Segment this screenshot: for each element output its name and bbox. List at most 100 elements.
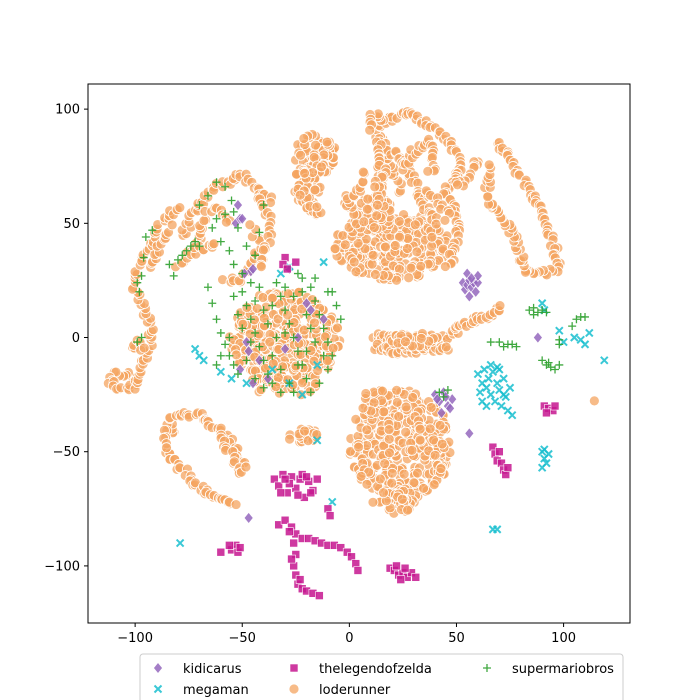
- data-point-megaman: [486, 360, 495, 370]
- data-point-supermariobros: [319, 324, 328, 333]
- data-point-megaman: [544, 449, 553, 459]
- data-point-megaman: [537, 463, 547, 472]
- data-point-loderunner: [348, 256, 360, 268]
- data-point-thelegendofzelda: [550, 401, 560, 411]
- data-point-loderunner: [277, 361, 289, 373]
- x-tick-label: −50: [229, 631, 256, 646]
- data-point-megaman: [480, 365, 489, 374]
- data-point-loderunner: [230, 499, 242, 510]
- data-point-supermariobros: [435, 388, 444, 397]
- data-point-supermariobros: [268, 379, 277, 388]
- data-point-loderunner: [249, 314, 260, 326]
- data-point-loderunner: [402, 504, 414, 516]
- data-point-supermariobros: [246, 315, 255, 324]
- data-point-loderunner: [400, 336, 411, 348]
- data-point-supermariobros: [293, 269, 302, 278]
- data-point-supermariobros: [533, 308, 542, 317]
- data-point-megaman: [492, 378, 502, 388]
- data-point-loderunner: [360, 388, 372, 399]
- data-point-loderunner: [407, 392, 419, 403]
- data-point-loderunner: [310, 139, 321, 151]
- data-point-loderunner: [294, 189, 306, 201]
- data-point-supermariobros: [242, 242, 251, 251]
- data-point-supermariobros: [221, 210, 230, 219]
- data-point-megaman: [580, 340, 590, 349]
- x-tick-label: 0: [345, 631, 353, 646]
- data-point-supermariobros: [225, 333, 234, 342]
- data-point-supermariobros: [186, 242, 195, 251]
- data-point-megaman: [313, 436, 322, 445]
- data-point-loderunner: [452, 179, 463, 191]
- data-point-supermariobros: [281, 283, 290, 292]
- data-point-supermariobros: [298, 274, 307, 283]
- data-point-supermariobros: [212, 214, 221, 223]
- data-point-supermariobros: [208, 223, 217, 232]
- data-point-supermariobros: [242, 356, 251, 365]
- data-point-supermariobros: [315, 379, 324, 388]
- data-point-supermariobros: [439, 392, 448, 401]
- data-point-loderunner: [418, 482, 429, 494]
- legend-marker-supermariobros: [483, 664, 491, 672]
- data-point-loderunner: [367, 496, 379, 508]
- data-point-loderunner: [284, 433, 295, 445]
- data-point-megaman: [268, 365, 277, 374]
- data-point-supermariobros: [443, 386, 452, 395]
- data-point-loderunner: [329, 243, 341, 254]
- data-point-loderunner: [386, 467, 398, 479]
- data-point-loderunner: [369, 269, 381, 280]
- data-point-supermariobros: [276, 292, 285, 301]
- data-point-supermariobros: [259, 201, 268, 210]
- axes: −100 −50 0 50 100 −100 −50 0 50 100: [44, 103, 576, 646]
- data-point-supermariobros: [133, 278, 142, 287]
- data-point-thelegendofzelda: [282, 264, 292, 274]
- data-point-loderunner: [414, 423, 426, 435]
- data-point-loderunner: [304, 386, 316, 397]
- data-point-supermariobros: [216, 351, 225, 360]
- data-point-loderunner: [371, 199, 383, 211]
- data-point-loderunner: [337, 230, 349, 241]
- data-point-loderunner: [358, 216, 370, 228]
- series-thelegendofzelda: [216, 253, 560, 600]
- data-point-supermariobros: [229, 260, 238, 269]
- plot-frame: [87, 83, 631, 624]
- data-point-loderunner: [357, 176, 369, 188]
- data-point-supermariobros: [555, 360, 564, 369]
- data-point-loderunner: [414, 434, 426, 446]
- data-point-supermariobros: [581, 312, 590, 321]
- data-point-supermariobros: [242, 301, 251, 310]
- legend-label: loderunner: [319, 683, 391, 698]
- y-tick-label: 100: [55, 103, 80, 118]
- data-point-supermariobros: [229, 360, 238, 369]
- data-point-kidicarus: [241, 336, 252, 349]
- data-point-loderunner: [366, 258, 378, 270]
- y-tick-label: 50: [63, 217, 80, 232]
- data-point-loderunner: [412, 467, 423, 479]
- data-point-loderunner: [220, 216, 232, 228]
- data-point-thelegendofzelda: [216, 547, 226, 557]
- data-point-thelegendofzelda: [280, 474, 290, 484]
- data-point-supermariobros: [268, 351, 277, 360]
- data-point-loderunner: [321, 136, 333, 148]
- legend-marker-loderunner: [288, 683, 300, 695]
- data-point-supermariobros: [268, 301, 277, 310]
- data-point-thelegendofzelda: [287, 554, 296, 564]
- data-point-supermariobros: [255, 342, 264, 351]
- data-point-supermariobros: [212, 178, 221, 187]
- data-point-loderunner: [396, 493, 408, 505]
- legend-item-kidicarus: kidicarus: [153, 662, 242, 677]
- data-point-loderunner: [198, 215, 210, 226]
- data-point-loderunner: [298, 324, 310, 336]
- data-point-loderunner: [398, 468, 410, 480]
- data-point-supermariobros: [148, 226, 157, 235]
- data-marks: [102, 106, 609, 600]
- data-point-loderunner: [251, 303, 263, 314]
- data-point-loderunner: [299, 167, 310, 179]
- data-point-thelegendofzelda: [274, 520, 283, 530]
- data-point-kidicarus: [233, 199, 243, 212]
- data-point-loderunner: [403, 272, 415, 284]
- data-point-megaman: [499, 374, 508, 383]
- data-point-loderunner: [405, 262, 417, 274]
- data-point-supermariobros: [216, 237, 225, 246]
- data-point-megaman: [199, 356, 208, 365]
- data-point-loderunner: [439, 215, 451, 226]
